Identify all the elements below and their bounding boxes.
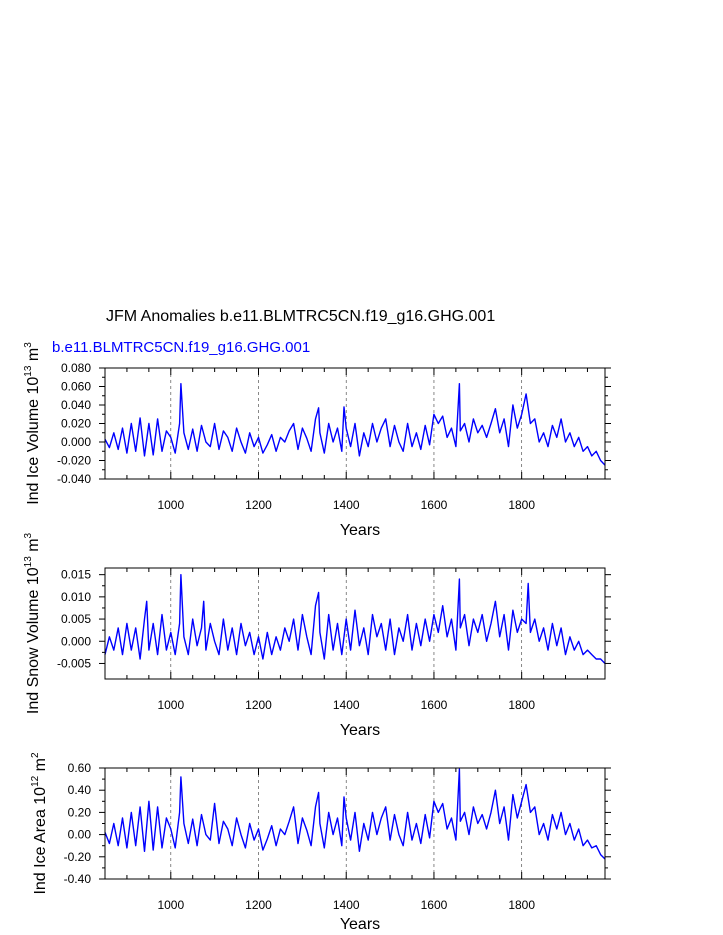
x-tick-label: 1000 (157, 498, 184, 512)
chart-subtitle: b.e11.BLMTRC5CN.f19_g16.GHG.001 (52, 339, 310, 356)
y-tick-label: 0.20 (68, 805, 92, 819)
x-tick-label: 1600 (421, 898, 448, 912)
x-tick-label: 1000 (157, 898, 184, 912)
y-tick-label: 0.020 (61, 417, 91, 431)
x-tick-label: 1200 (245, 498, 272, 512)
y-axis-title: Ind Snow Volume 1013 m3 (23, 532, 42, 714)
chart-panel-3: 1000 1200 1400 1600 1800 -0.40 -0.20 0.00 0.20 0.… (30, 752, 611, 933)
y-tick-label: -0.005 (57, 656, 91, 670)
y-tick-label: 0.060 (61, 380, 91, 394)
x-tick-label: 1800 (508, 498, 535, 512)
y-tick-label: 0.005 (61, 612, 91, 626)
x-tick-label: 1000 (157, 698, 184, 712)
y-axis-title: Ind Ice Area 1012 m2 (30, 752, 49, 895)
x-tick-label: 1600 (421, 498, 448, 512)
x-tick-label: 1800 (508, 898, 535, 912)
x-tick-label: 1400 (333, 898, 360, 912)
x-tick-label: 1800 (508, 698, 535, 712)
y-tick-label: 0.000 (61, 634, 91, 648)
y-tick-label: -0.20 (64, 850, 92, 864)
y-tick-label: -0.040 (57, 472, 91, 486)
chart-panel-1: 1000 1200 1400 1600 1800 -0.040 -0.020 0.000 0.0… (23, 342, 611, 539)
plot-frame (104, 567, 606, 680)
x-axis-title: Years (340, 522, 380, 539)
y-tick-label: -0.40 (64, 872, 92, 886)
x-axis-title: Years (340, 916, 380, 933)
y-tick-label: 0.080 (61, 361, 91, 375)
x-axis-title: Years (340, 722, 380, 739)
y-tick-label: 0.040 (61, 398, 91, 412)
y-tick-label: 0.40 (68, 783, 92, 797)
series-line (104, 768, 606, 860)
y-tick-label: 0.00 (68, 828, 92, 842)
chart-panels: 1000 1200 1400 1600 1800 -0.040 -0.020 0.000 0.0… (23, 342, 611, 933)
y-tick-label: 0.000 (61, 435, 91, 449)
y-tick-label: 0.60 (68, 761, 92, 775)
y-tick-label: 0.010 (61, 590, 91, 604)
x-tick-label: 1200 (245, 898, 272, 912)
x-tick-label: 1600 (421, 698, 448, 712)
chart-title: JFM Anomalies b.e11.BLMTRC5CN.f19_g16.GH… (106, 308, 495, 325)
y-axis-title: Ind Ice Volume 1013 m3 (23, 342, 42, 505)
series-line (104, 574, 606, 664)
series-line (104, 383, 606, 466)
chart-panel-2: 1000 1200 1400 1600 1800 -0.005 0.000 0.005 0.01… (23, 532, 611, 739)
x-tick-label: 1400 (333, 698, 360, 712)
x-tick-label: 1200 (245, 698, 272, 712)
y-tick-label: 0.015 (61, 568, 91, 582)
x-tick-label: 1400 (333, 498, 360, 512)
y-tick-label: -0.020 (57, 454, 91, 468)
